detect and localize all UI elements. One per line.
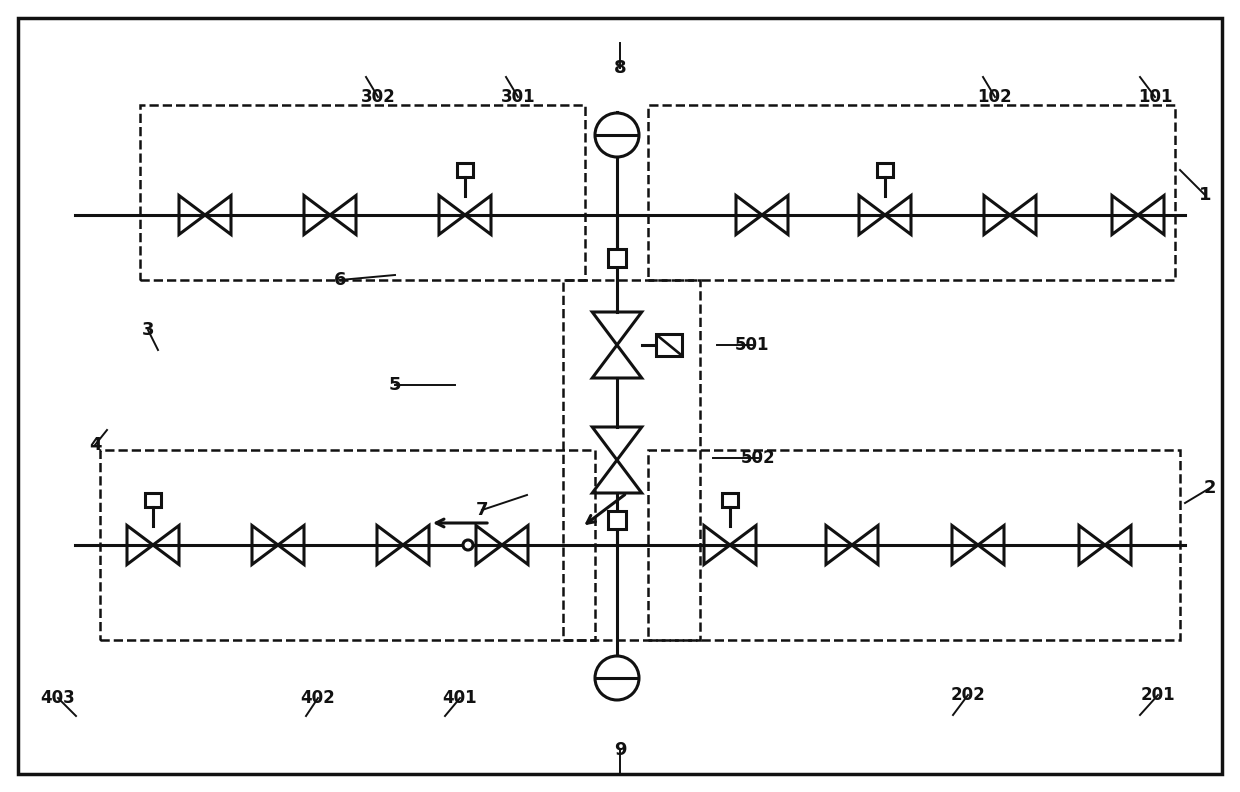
Text: 202: 202 — [951, 686, 986, 704]
Text: 9: 9 — [614, 741, 626, 759]
Circle shape — [463, 540, 472, 550]
Text: 401: 401 — [443, 689, 477, 707]
Bar — [656, 334, 682, 356]
Text: 502: 502 — [740, 449, 775, 467]
Text: 301: 301 — [501, 88, 536, 106]
Text: 403: 403 — [41, 689, 76, 707]
Text: 1: 1 — [1199, 186, 1211, 204]
Text: 501: 501 — [735, 336, 769, 354]
Text: 4: 4 — [89, 436, 102, 454]
Circle shape — [595, 113, 639, 157]
Bar — [722, 493, 739, 508]
Text: 2: 2 — [1204, 479, 1216, 497]
Text: 7: 7 — [476, 501, 489, 519]
Text: 402: 402 — [300, 689, 335, 707]
Text: 101: 101 — [1138, 88, 1172, 106]
Bar — [877, 163, 894, 177]
Text: 3: 3 — [141, 321, 154, 339]
Text: 5: 5 — [389, 376, 402, 394]
Text: 6: 6 — [334, 271, 346, 289]
Bar — [100, 450, 595, 640]
Bar — [649, 105, 1176, 280]
Bar — [608, 511, 626, 529]
Text: 302: 302 — [361, 88, 396, 106]
Text: 8: 8 — [614, 59, 626, 77]
Circle shape — [595, 656, 639, 700]
Text: 102: 102 — [977, 88, 1012, 106]
Bar — [145, 493, 161, 508]
Bar — [563, 280, 701, 640]
Bar — [608, 249, 626, 267]
Text: 201: 201 — [1141, 686, 1176, 704]
Bar — [649, 450, 1180, 640]
Bar — [140, 105, 585, 280]
Bar — [456, 163, 474, 177]
